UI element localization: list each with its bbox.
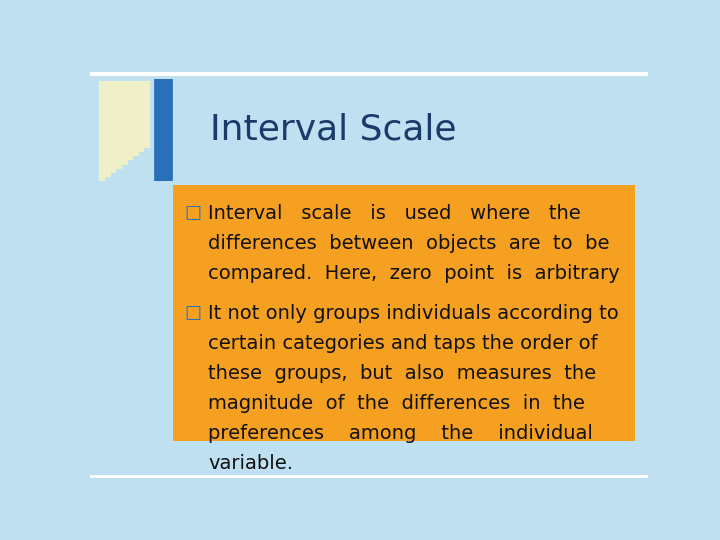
Text: preferences    among    the    individual: preferences among the individual: [208, 424, 593, 443]
Text: magnitude  of  the  differences  in  the: magnitude of the differences in the: [208, 394, 585, 413]
Text: compared.  Here,  zero  point  is  arbitrary: compared. Here, zero point is arbitrary: [208, 264, 620, 283]
Text: Interval   scale   is   used   where   the: Interval scale is used where the: [208, 204, 581, 223]
Text: certain categories and taps the order of: certain categories and taps the order of: [208, 334, 598, 353]
Text: these  groups,  but  also  measures  the: these groups, but also measures the: [208, 364, 596, 383]
Text: Interval Scale: Interval Scale: [210, 112, 456, 146]
Text: It not only groups individuals according to: It not only groups individuals according…: [208, 305, 619, 323]
Text: differences  between  objects  are  to  be: differences between objects are to be: [208, 234, 610, 253]
FancyBboxPatch shape: [173, 185, 634, 441]
Text: variable.: variable.: [208, 454, 293, 473]
Text: □: □: [185, 305, 202, 322]
Text: □: □: [185, 204, 202, 222]
